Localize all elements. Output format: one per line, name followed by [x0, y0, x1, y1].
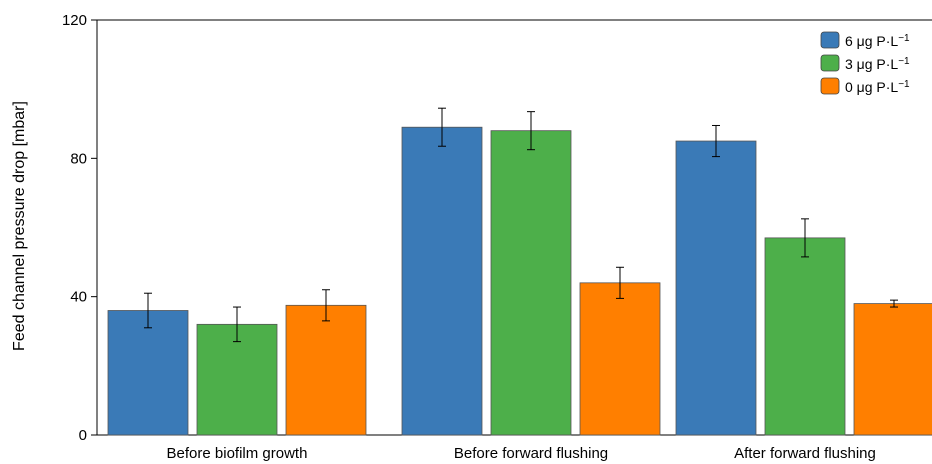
- legend-label: 6 μg P·L−1: [845, 33, 910, 50]
- bar: [196, 323, 278, 436]
- bar: [285, 304, 367, 436]
- y-tick-label: 0: [79, 427, 87, 444]
- y-tick-labels: 0 40 80 120: [62, 12, 87, 444]
- y-axis-title: Feed channel pressure drop [mbar]: [11, 101, 28, 351]
- legend-swatch: [820, 31, 840, 49]
- bar: [764, 237, 846, 436]
- legend-label: 0 μg P·L−1: [845, 79, 910, 96]
- bar: [675, 140, 757, 436]
- y-tick-label: 80: [70, 150, 87, 167]
- bar: [401, 126, 483, 436]
- x-tick-label: After forward flushing: [734, 445, 876, 462]
- legend: 6 μg P·L−1 3 μg P·L−1 0 μg P·L−1: [820, 31, 910, 96]
- bar: [490, 130, 572, 436]
- x-tick-label: Before forward flushing: [454, 445, 608, 462]
- x-tick-labels: Before biofilm growth Before forward flus…: [167, 445, 876, 462]
- legend-label: 3 μg P·L−1: [845, 56, 910, 73]
- bars: [107, 126, 932, 436]
- bar: [853, 303, 932, 436]
- bar: [579, 282, 661, 436]
- x-tick-label: Before biofilm growth: [167, 445, 308, 462]
- bar: [107, 310, 189, 436]
- error-bars: [144, 107, 898, 343]
- y-tick-label: 120: [62, 12, 87, 29]
- y-tick-label: 40: [70, 289, 87, 306]
- legend-swatch: [820, 54, 840, 72]
- legend-swatch: [820, 77, 840, 95]
